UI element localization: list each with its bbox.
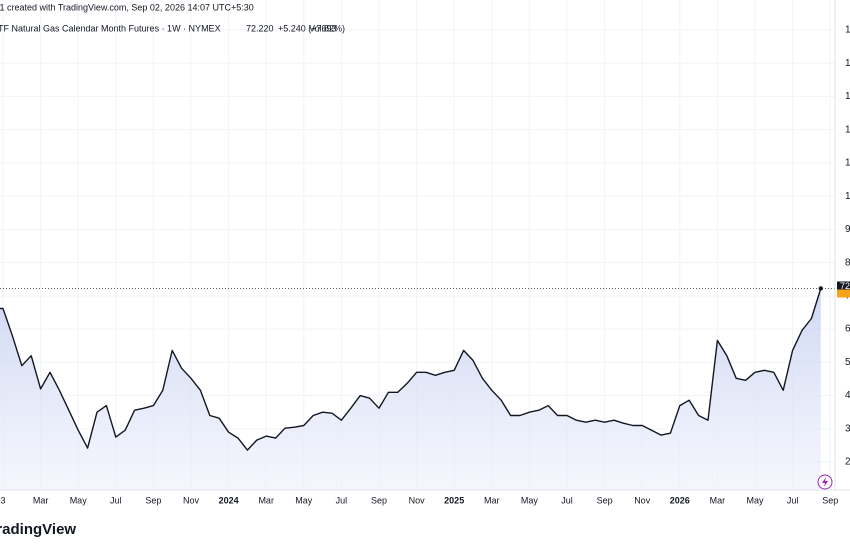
x-tick-label: Jul — [787, 495, 799, 505]
x-tick-label: 2026 — [670, 495, 690, 505]
y-tick-label: 50 — [845, 357, 850, 368]
last-price-label: 72.22 — [840, 281, 850, 291]
x-tick-label: Mar — [33, 495, 49, 505]
change-box — [837, 289, 850, 298]
x-tick-label: May — [70, 495, 88, 505]
y-tick-label: 40 — [845, 390, 850, 401]
plot — [0, 286, 835, 490]
x-tick-label: Sep — [597, 495, 613, 505]
y-tick-label: 80 — [845, 257, 850, 268]
y-tick-label: 110 — [845, 158, 850, 169]
legend-name: TF Natural Gas Calendar Month Futures · … — [0, 23, 221, 33]
legend-change: +5.240 (+7.82%) — [278, 23, 345, 33]
y-tick-label: 100 — [845, 191, 850, 202]
legend: TF Natural Gas Calendar Month Futures · … — [0, 23, 345, 33]
grid — [0, 0, 835, 490]
x-tick-label: Mar — [258, 495, 274, 505]
x-tick-label: Nov — [409, 495, 426, 505]
legend-price: 72.220 — [246, 23, 274, 33]
x-tick-label: 3 — [0, 495, 5, 505]
x-tick-label: Mar — [484, 495, 500, 505]
area — [0, 288, 821, 490]
y-tick-label: 120 — [845, 124, 850, 135]
legend-volume: Vol693 — [309, 23, 337, 33]
x-tick-label: Jul — [110, 495, 122, 505]
y-tick-label: 150 — [845, 25, 850, 36]
x-tick-label: Nov — [634, 495, 651, 505]
x-tick-label: Sep — [145, 495, 161, 505]
x-tick-label: May — [295, 495, 313, 505]
y-tick-label: 130 — [845, 91, 850, 102]
lightning-icon — [817, 474, 833, 490]
y-tick-label: 30 — [845, 423, 850, 434]
x-tick-label: 2024 — [219, 495, 239, 505]
y-tick-label: 140 — [845, 58, 850, 69]
watermark: TradingView — [0, 521, 76, 538]
x-tick-label: Sep — [371, 495, 387, 505]
x-tick-label: Jul — [336, 495, 348, 505]
x-tick-label: Nov — [183, 495, 200, 505]
last-point — [818, 286, 823, 291]
line — [0, 288, 822, 451]
x-tick-label: Jul — [561, 495, 573, 505]
y-tick-label: 90 — [845, 224, 850, 235]
header: to1 created with TradingView.com, Sep 02… — [0, 2, 254, 12]
x-tick-label: May — [521, 495, 539, 505]
y-tick-label: 20 — [845, 457, 850, 468]
y-tick-label: 60 — [845, 324, 850, 335]
x-tick-label: May — [746, 495, 764, 505]
x-tick-label: 2025 — [444, 495, 464, 505]
x-tick-label: Mar — [710, 495, 726, 505]
x-tick-label: Sep — [822, 495, 838, 505]
